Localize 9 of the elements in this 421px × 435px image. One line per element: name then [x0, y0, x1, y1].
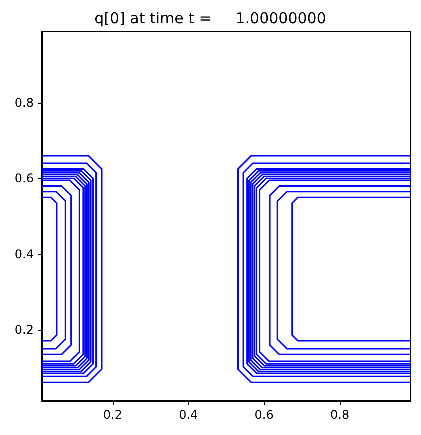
chart-title: q[0] at time t = 1.00000000: [94, 10, 326, 28]
y-tick-label: 0.2: [14, 323, 34, 338]
x-tick-label: 0.4: [179, 408, 198, 422]
y-tick-label: 0.8: [14, 96, 34, 110]
x-tick-label: 0.2: [103, 408, 123, 422]
x-tick-label: 0.8: [330, 408, 350, 422]
x-tick-label: 0.6: [254, 408, 274, 422]
y-tick-label: 0.4: [14, 247, 34, 262]
y-tick-label: 0.6: [14, 172, 34, 186]
